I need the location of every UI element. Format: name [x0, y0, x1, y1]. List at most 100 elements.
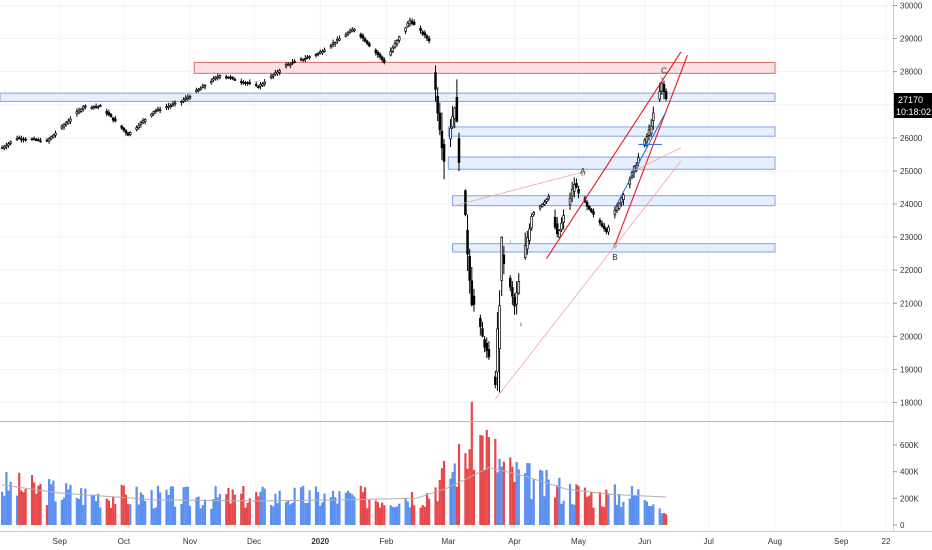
- volume-bar: [182, 487, 185, 525]
- volume-bar: [408, 507, 412, 525]
- candle-body: [468, 255, 471, 281]
- candle-body: [617, 203, 621, 209]
- volume-bar: [33, 482, 36, 525]
- candle-body: [60, 125, 64, 129]
- candle-body: [652, 112, 655, 122]
- volume-bar: [613, 484, 616, 525]
- candle-body: [291, 61, 294, 64]
- candle-body: [49, 136, 53, 140]
- candle-body: [229, 76, 232, 79]
- volume-bar: [338, 491, 341, 525]
- candle-body: [515, 292, 518, 305]
- candle-body: [263, 81, 266, 85]
- candle-body: [114, 118, 117, 122]
- candle-body: [664, 91, 668, 100]
- volume-bar: [662, 513, 666, 525]
- candle-body: [210, 81, 213, 84]
- candle-body: [276, 71, 279, 74]
- candle-body: [353, 28, 356, 31]
- candle-body: [45, 139, 49, 142]
- volume-bar: [650, 506, 653, 525]
- volume-bar: [393, 507, 397, 525]
- zone-1: [0, 92, 776, 102]
- price-tick-label: 30000: [900, 2, 923, 11]
- volume-bar: [413, 505, 416, 525]
- volume-bar: [80, 488, 83, 525]
- candle-body: [105, 111, 108, 114]
- volume-bar: [553, 497, 557, 525]
- volume-bar: [406, 501, 409, 525]
- candle-body: [436, 95, 439, 114]
- candle-body: [575, 183, 578, 188]
- volume-bar: [165, 489, 168, 525]
- volume-bar: [92, 494, 96, 525]
- volume-bar: [607, 493, 610, 525]
- volume-bar: [52, 480, 55, 525]
- candle-body: [374, 49, 377, 53]
- candle-body: [511, 287, 514, 297]
- candle-body: [137, 125, 141, 129]
- candle-body: [365, 40, 369, 44]
- volume-bar: [652, 504, 655, 525]
- volume-bar: [568, 484, 572, 525]
- volume-bar: [48, 479, 51, 525]
- time-tick-label: Dec: [247, 537, 261, 546]
- volume-bar: [425, 493, 429, 525]
- volume-bar: [225, 494, 228, 525]
- candle-body: [523, 245, 527, 258]
- candle-body: [62, 124, 66, 128]
- candle-body: [272, 74, 275, 77]
- candle-body: [573, 184, 576, 192]
- candle-body: [383, 59, 386, 63]
- price-tick-label: 24000: [900, 200, 923, 209]
- candle-body: [376, 52, 380, 56]
- volume-bar: [94, 501, 98, 525]
- volume-bar: [658, 508, 661, 525]
- volume-bar: [120, 484, 123, 525]
- candle-body: [35, 139, 38, 141]
- candle-body: [457, 138, 461, 163]
- candle-body: [438, 112, 442, 131]
- candle-body: [509, 277, 512, 288]
- volume-bar: [278, 490, 281, 525]
- volume-bar: [240, 493, 243, 525]
- volume-bar: [186, 486, 189, 525]
- candle-body: [165, 106, 168, 109]
- volume-bar: [353, 496, 356, 525]
- volume-bar: [573, 504, 576, 525]
- candle-body: [494, 376, 497, 386]
- candle-body: [538, 205, 542, 209]
- volume-bar: [20, 490, 23, 525]
- candle-body: [214, 76, 217, 80]
- volume-bar: [18, 472, 21, 525]
- volume-bar: [453, 463, 456, 525]
- candle-body: [47, 138, 51, 142]
- candle-body: [562, 215, 565, 223]
- candle-body: [434, 72, 437, 90]
- candle-body: [558, 230, 561, 238]
- candle-body: [547, 196, 550, 200]
- last-price-label: 27170: [898, 95, 923, 105]
- volume-bar: [543, 496, 546, 525]
- candle-body: [3, 146, 6, 149]
- volume-bar: [242, 486, 245, 525]
- price-candles: [0, 17, 668, 393]
- time-tick-label: Feb: [380, 537, 394, 546]
- candle-body: [395, 40, 399, 45]
- volume-bar: [336, 503, 339, 525]
- volume-bar: [308, 490, 311, 525]
- volume-bar: [319, 505, 322, 525]
- volume-bar: [532, 479, 535, 525]
- volume-bar: [351, 494, 354, 525]
- candle-body: [543, 201, 546, 205]
- annotation-A: A: [580, 167, 586, 176]
- volume-bar: [419, 507, 422, 525]
- price-tick-label: 26000: [900, 134, 923, 143]
- volume-tick-label: 400K: [900, 468, 919, 477]
- volume-bar: [404, 497, 407, 525]
- volume-bar: [500, 466, 503, 525]
- price-tick-label: 21000: [900, 299, 923, 308]
- volume-bar: [287, 500, 290, 525]
- volume-bar: [261, 486, 264, 525]
